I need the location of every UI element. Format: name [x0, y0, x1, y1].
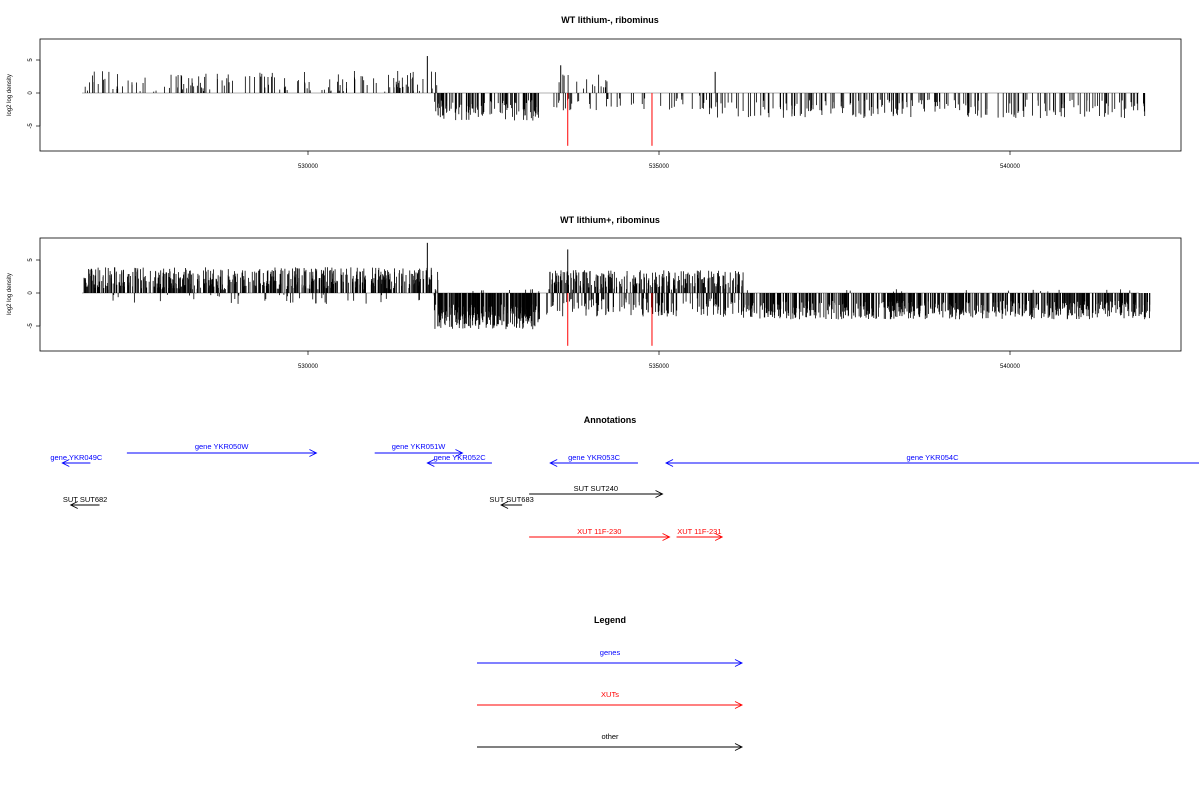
legend-title: Legend — [594, 615, 626, 625]
annotation-xut-11f-230: XUT 11F-230 — [529, 527, 671, 541]
annotation-arrow-head — [455, 449, 464, 457]
annotation-label: gene YKR049C — [50, 453, 103, 462]
panel-2-y-tick-label: 0 — [28, 291, 34, 295]
annotation-sut-sut240: SUT SUT240 — [529, 484, 664, 498]
panel-1-x-tick-label: 540000 — [1000, 164, 1021, 170]
panel-1-bars — [84, 56, 1146, 146]
panel-2-x-tick-label: 540000 — [1000, 364, 1021, 370]
annotation-label: XUT 11F-230 — [577, 527, 621, 536]
legend-label: other — [601, 732, 619, 741]
panel-2-bars — [83, 242, 1151, 346]
panel-2-y-tick-label: -5 — [28, 323, 34, 329]
annotation-gene-ykr049c: gene YKR049C — [50, 453, 103, 467]
annotation-gene-ykr051w: gene YKR051W — [374, 442, 464, 457]
panel-2-x-tick-label: 530000 — [298, 364, 319, 370]
panel-2-title: WT lithium+, ribominus — [560, 215, 660, 225]
panel-1-y-tick-label: 0 — [28, 91, 34, 95]
legend-arrow-head — [734, 701, 744, 709]
panel-2-ylabel: log2 log density — [7, 273, 13, 315]
annotation-gene-ykr050w: gene YKR050W — [126, 442, 318, 457]
annotation-gene-ykr053c: gene YKR053C — [549, 453, 638, 467]
annotation-gene-ykr054c: gene YKR054C — [665, 453, 1199, 467]
annotations-title: Annotations — [584, 415, 637, 425]
annotation-arrow-head — [309, 449, 318, 457]
annotation-label: gene YKR051W — [392, 442, 447, 451]
annotation-arrow-head — [662, 533, 671, 541]
annotation-arrow-head — [665, 459, 674, 467]
annotation-label: gene YKR052C — [434, 453, 487, 462]
panel-2-x-axis: 530000 535000 540000 — [298, 351, 1021, 370]
panel-1-x-tick-label: 535000 — [649, 164, 670, 170]
panel-1-y-tick-label: -5 — [28, 123, 34, 129]
legend-arrow-head — [734, 743, 744, 751]
panel-1-y-tick-label: 5 — [28, 58, 34, 62]
annotation-arrow-head — [714, 533, 724, 541]
annotation-label: gene YKR050W — [195, 442, 250, 451]
legend-label: XUTs — [601, 690, 619, 699]
annotation-arrow-head — [69, 501, 78, 509]
annotation-sut-sut683: SUT SUT683 — [489, 495, 534, 509]
annotation-gene-ykr052c: gene YKR052C — [426, 453, 492, 467]
annotation-arrow-head — [549, 459, 558, 467]
annotation-arrow-head — [500, 501, 509, 509]
annotation-label: XUT 11F-231 — [677, 527, 721, 536]
annotation-label: gene YKR053C — [568, 453, 621, 462]
annotation-label: SUT SUT240 — [574, 484, 618, 493]
annotation-sut-sut682: SUT SUT682 — [63, 495, 107, 509]
legend-arrows: genes XUTs other — [477, 648, 744, 751]
panel-1-x-tick-label: 530000 — [298, 164, 319, 170]
annotation-arrow-head — [61, 459, 70, 467]
annotation-xut-11f-231: XUT 11F-231 — [676, 527, 724, 541]
panel-1-ylabel: log2 log density — [7, 74, 13, 116]
panel-2: WT lithium+, ribominus log2 log density … — [7, 215, 1182, 370]
legend-panel: Legend genes XUTs other — [477, 615, 744, 751]
annotation-label: SUT SUT682 — [63, 495, 107, 504]
legend-label: genes — [600, 648, 621, 657]
annotation-arrow-head — [655, 490, 664, 498]
annotation-label: SUT SUT683 — [489, 495, 533, 504]
panel-1: WT lithium-, ribominus log2 log density … — [7, 15, 1182, 170]
panel-2-x-tick-label: 535000 — [649, 364, 670, 370]
annotation-arrow-head — [426, 459, 435, 467]
legend-other: other — [477, 732, 744, 751]
panel-1-x-axis: 530000 535000 540000 — [298, 151, 1021, 170]
annotation-label: gene YKR054C — [907, 453, 960, 462]
panel-1-y-axis: -5 0 5 — [28, 58, 41, 129]
annotation-arrows: gene YKR049C gene YKR050W gene YKR051W gene… — [50, 442, 1199, 541]
legend-xuts: XUTs — [477, 690, 744, 709]
legend-genes: genes — [477, 648, 744, 667]
panel-2-y-tick-label: 5 — [28, 258, 34, 262]
legend-arrow-head — [734, 659, 744, 667]
panel-2-y-axis: -5 0 5 — [28, 258, 41, 329]
panel-1-title: WT lithium-, ribominus — [561, 15, 659, 25]
